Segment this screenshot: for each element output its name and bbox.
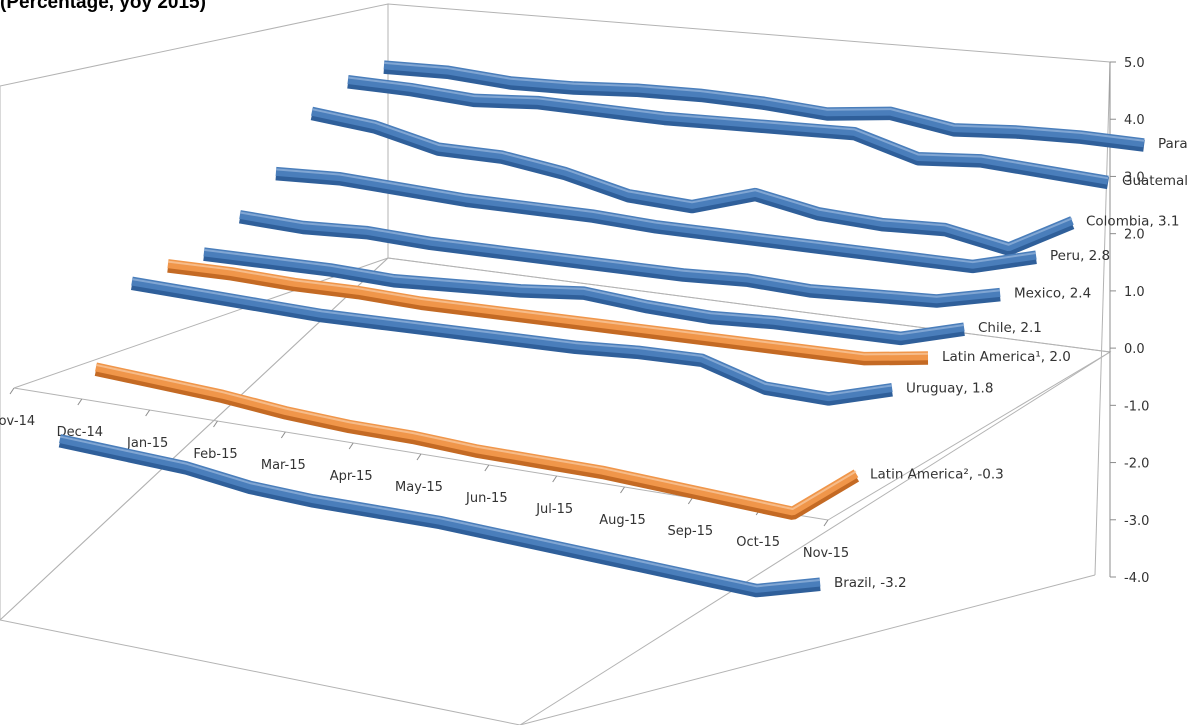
series-highlight [383, 61, 1145, 142]
y-tick-label: 2.0 [1124, 228, 1145, 243]
back-wall [387, 3, 1111, 353]
y-tick-label: -2.0 [1124, 457, 1149, 472]
series-layer [58, 60, 1145, 598]
series-ribbon [238, 210, 1001, 308]
series-end-label: Mexico, 2.4 [1014, 285, 1091, 301]
series-highlight [95, 363, 857, 511]
x-tick-label: Sep-15 [667, 524, 713, 539]
x-tick-mark [9, 387, 15, 395]
series-end-label: Uruguay, 1.8 [906, 381, 993, 397]
x-tick-mark [348, 442, 354, 450]
series-highlight [203, 248, 965, 336]
series-ribbon [130, 276, 893, 406]
series-highlight [347, 76, 1109, 180]
floor [0, 257, 1112, 725]
x-tick-label: Jul-15 [535, 502, 573, 517]
x-tick-label: Oct-15 [736, 535, 780, 550]
x-tick-label: Feb-15 [193, 447, 237, 462]
left-wall [0, 3, 389, 621]
x-tick-mark [823, 519, 829, 527]
y-tick-label: -4.0 [1124, 571, 1149, 586]
series-end-label: Chile, 2.1 [978, 320, 1042, 336]
x-tick-mark [280, 431, 286, 439]
x-tick-label: Nov-14 [0, 414, 35, 429]
series-end-label: Peru, 2.8 [1050, 248, 1110, 264]
depth-axis-line [827, 351, 1111, 521]
series-ribbon [310, 106, 1075, 256]
x-tick-mark [484, 464, 490, 472]
series-end-label: Guatemala, 3.6 [1122, 173, 1188, 189]
series-highlight [167, 260, 929, 356]
front-bottom-edge [519, 574, 1096, 725]
x-tick-label: May-15 [395, 480, 443, 495]
y-tick-label: -3.0 [1124, 514, 1149, 529]
y-tick-label: -1.0 [1124, 399, 1149, 414]
series-end-label: Brazil, -3.2 [834, 575, 907, 591]
category-axis: Nov-14Dec-14Jan-15Feb-15Mar-15Apr-15May-… [0, 387, 849, 561]
x-tick-mark [77, 398, 83, 406]
y-tick-label: 3.0 [1124, 170, 1145, 185]
series-ribbon [58, 434, 821, 598]
series-highlight [311, 108, 1073, 246]
y-tick-label: 1.0 [1124, 285, 1145, 300]
series-end-label: Latin America¹, 2.0 [942, 349, 1071, 365]
value-axis: 5.0 4.0 3.0 2.0 1.0 0.0 -1.0 -2.0 -3.0 -4.0 [1109, 56, 1149, 586]
series-end-label: Latin America², -0.3 [870, 466, 1004, 482]
x-tick-mark [552, 475, 558, 483]
front-right-edge [1094, 61, 1111, 576]
x-tick-label: Aug-15 [599, 513, 646, 528]
x-tick-mark [620, 486, 625, 494]
x-tick-label: Jan-15 [126, 436, 168, 451]
series-ribbon [94, 362, 860, 520]
series-labels: Paraguay, 4.0 Guatemala, 3.6 Colombia, 3.1… [834, 136, 1188, 591]
series-end-label: Colombia, 3.1 [1086, 213, 1180, 229]
left-floor-line [13, 257, 389, 389]
x-tick-mark [416, 453, 422, 461]
series-highlight [59, 435, 821, 588]
y-tick-label: 4.0 [1124, 113, 1145, 128]
series-ribbon [203, 247, 965, 346]
x-tick-label: Nov-15 [803, 546, 849, 561]
series-line [275, 166, 1037, 269]
series-highlight [239, 211, 1001, 298]
y-tick-label: 0.0 [1124, 342, 1145, 357]
x-tick-label: Jun-15 [465, 491, 508, 506]
series-ribbon [167, 259, 929, 366]
series-end-label: Paraguay, 4.0 [1158, 136, 1188, 152]
series-ribbon [275, 166, 1037, 274]
x-tick-mark [145, 409, 151, 417]
series-ribbon [383, 60, 1145, 152]
x-tick-label: Apr-15 [330, 469, 373, 484]
x-tick-mark [213, 420, 218, 428]
x-tick-mark [687, 497, 693, 505]
x-tick-label: Mar-15 [261, 458, 306, 473]
series-highlight [131, 278, 893, 396]
series-highlight [275, 168, 1037, 264]
chart-subtitle: (Percentage, yoy 2015) [0, 0, 206, 13]
series-ribbon [347, 75, 1110, 190]
y-tick-label: 5.0 [1124, 56, 1145, 71]
